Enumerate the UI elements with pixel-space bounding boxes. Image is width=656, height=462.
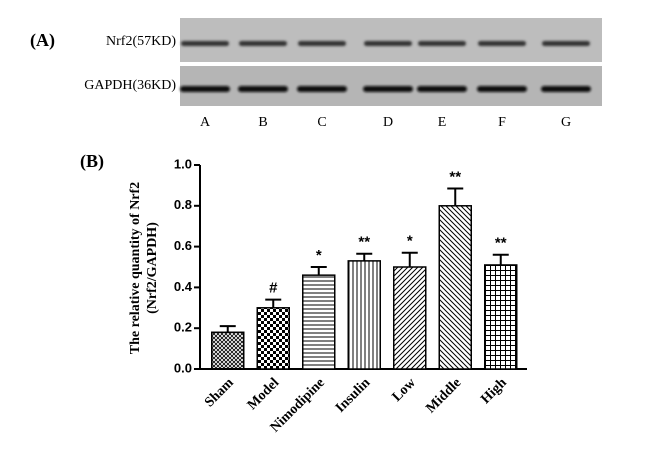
bands: [180, 41, 591, 92]
panel-label: (A): [30, 30, 55, 51]
row-label: Nrf2(57KD): [106, 34, 176, 49]
lane-label: G: [561, 115, 571, 130]
band: [417, 86, 467, 92]
band: [542, 41, 590, 46]
x-tick-label: High: [478, 375, 510, 407]
bar: [211, 331, 245, 370]
blot: [180, 18, 602, 62]
lane-label: F: [498, 115, 506, 130]
band: [364, 41, 412, 46]
row-label: GAPDH(36KD): [84, 78, 176, 93]
band: [478, 41, 526, 46]
x-tick-label: Middle: [423, 375, 464, 416]
lane-label: E: [438, 115, 447, 130]
significance-label: **: [358, 234, 370, 251]
bar: [302, 274, 336, 370]
significance-label: #: [269, 280, 278, 297]
y-tick-label: 0.0: [174, 360, 192, 375]
bar: [256, 307, 290, 370]
lane-label: B: [258, 115, 267, 130]
panel-label: (B): [80, 151, 104, 172]
y-axis-label: The relative quantity of Nrf2: [128, 182, 143, 354]
y-tick-label: 0.8: [174, 197, 192, 212]
x-tick-label: Low: [390, 375, 420, 405]
significance-label: *: [407, 233, 413, 250]
lane-label: D: [383, 115, 393, 130]
band: [363, 86, 413, 92]
band: [180, 86, 230, 92]
band: [239, 41, 287, 46]
band: [298, 41, 346, 46]
y-tick-label: 0.4: [174, 279, 193, 294]
band: [238, 86, 288, 92]
y-tick-label: 0.6: [174, 238, 192, 253]
y-tick-label: 1.0: [174, 156, 192, 171]
band: [477, 86, 527, 92]
significance-label: *: [316, 247, 322, 264]
y-tick-label: 0.2: [174, 320, 192, 335]
band: [541, 86, 591, 92]
bar: [484, 264, 518, 370]
x-tick-label: Insulin: [333, 375, 373, 415]
lane-label: A: [200, 115, 211, 130]
significance-label: **: [449, 168, 461, 185]
lane-label: C: [317, 115, 326, 130]
band: [297, 86, 347, 92]
x-tick-label: Sham: [202, 375, 237, 410]
y-axis-label: (Nrf2/GAPDH): [145, 222, 160, 314]
bar: [347, 260, 381, 370]
bar: [393, 266, 427, 370]
significance-label: **: [495, 235, 507, 252]
band: [418, 41, 466, 46]
x-tick-label: Model: [245, 375, 283, 413]
bar: [438, 205, 472, 370]
band: [181, 41, 229, 46]
